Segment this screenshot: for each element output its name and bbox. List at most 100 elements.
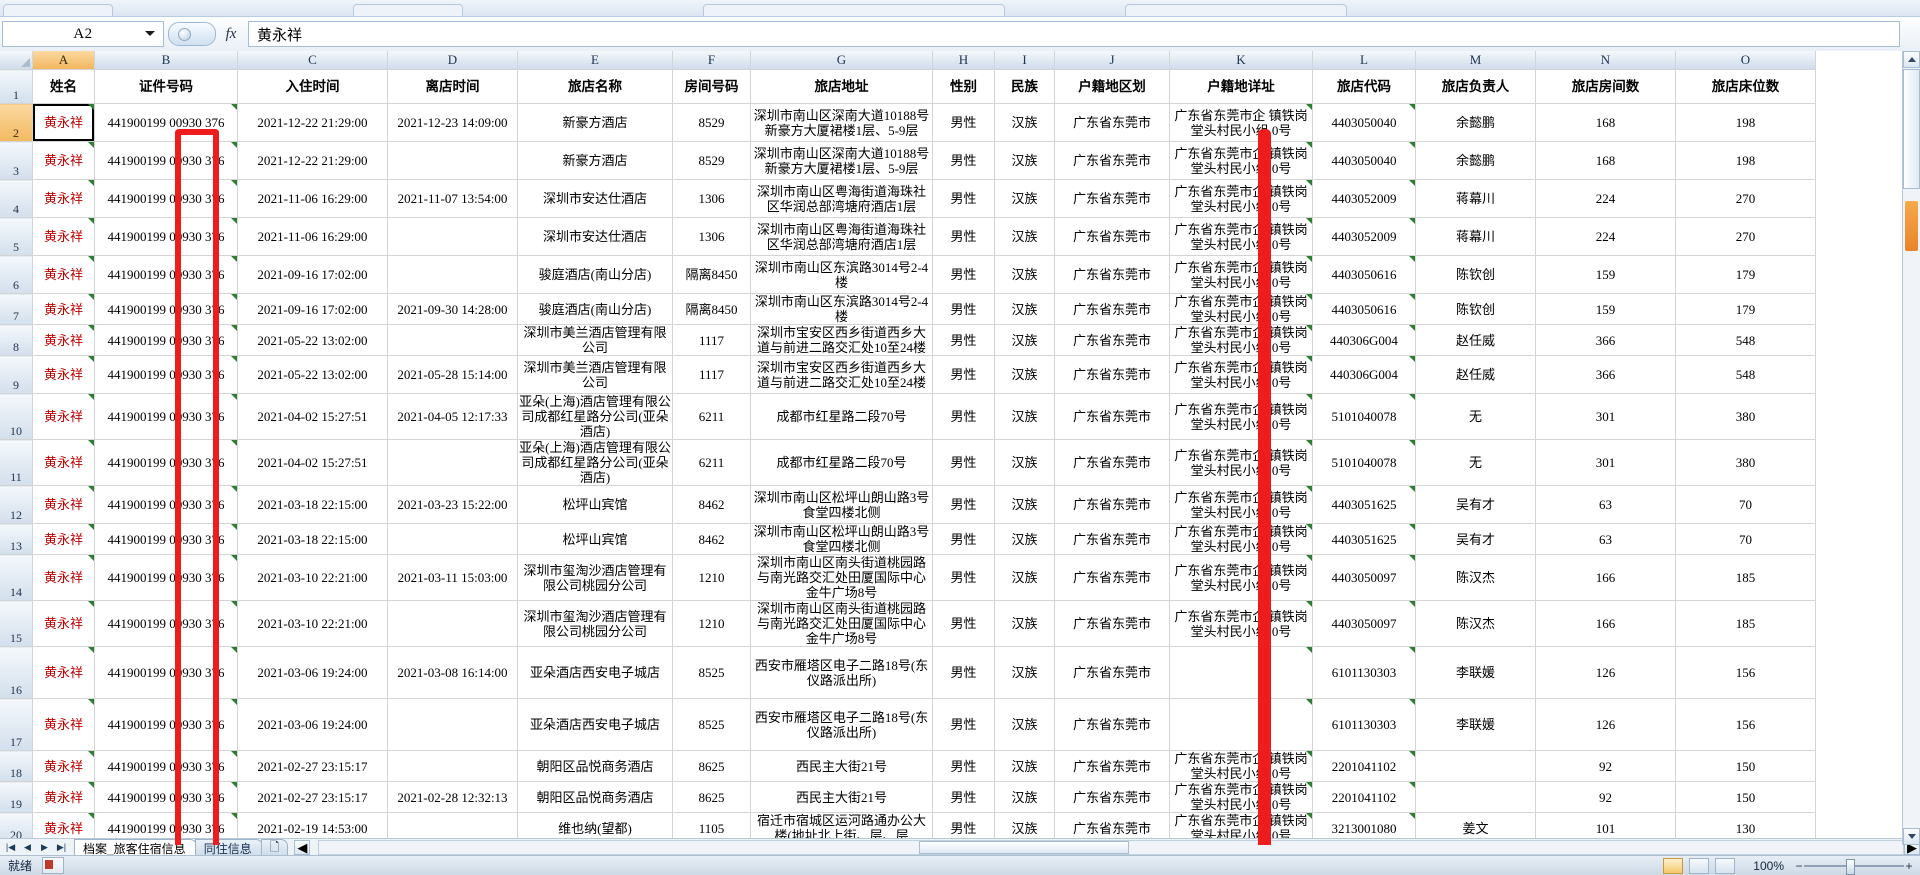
- cell-G11[interactable]: 成都市红星路二段70号: [750, 439, 933, 486]
- cell-H9[interactable]: 男性: [932, 355, 995, 394]
- cell-M17[interactable]: 李联媛: [1415, 698, 1536, 751]
- column-header-F[interactable]: F: [672, 51, 751, 70]
- cell-I4[interactable]: 汉族: [994, 179, 1055, 218]
- cell-J4[interactable]: 广东省东莞市: [1054, 179, 1170, 218]
- vertical-scrollbar[interactable]: [1902, 51, 1920, 845]
- ribbon-tab-stub-4[interactable]: [1125, 4, 1347, 16]
- row-header-9[interactable]: 9: [0, 355, 33, 394]
- row-header-2[interactable]: 2: [0, 103, 33, 142]
- cell-N9[interactable]: 366: [1535, 355, 1676, 394]
- header-cell-G[interactable]: 旅店地址: [750, 69, 933, 104]
- cell-B2[interactable]: 441900199 00930 376: [94, 103, 238, 142]
- cell-D15[interactable]: [387, 600, 518, 647]
- cell-L18[interactable]: 2201041102: [1312, 750, 1416, 782]
- cell-E14[interactable]: 深圳市玺淘沙酒店管理有限公司桃园分公司: [517, 554, 673, 601]
- row-header-15[interactable]: 15: [0, 600, 33, 647]
- cell-C8[interactable]: 2021-05-22 13:02:00: [237, 324, 388, 356]
- cell-K17[interactable]: [1169, 698, 1313, 751]
- header-cell-A[interactable]: 姓名: [32, 69, 95, 104]
- select-all-corner[interactable]: [0, 51, 33, 70]
- cell-J16[interactable]: 广东省东莞市: [1054, 646, 1170, 699]
- cell-F19[interactable]: 8625: [672, 781, 751, 813]
- cell-J19[interactable]: 广东省东莞市: [1054, 781, 1170, 813]
- table-row[interactable]: 12 黄永祥 441900199 00930 376 2021-03-18 22:15…: [0, 485, 1816, 524]
- cell-G6[interactable]: 深圳市南山区东滨路3014号2-4楼: [750, 255, 933, 294]
- vertical-scroll-thumb[interactable]: [1903, 69, 1920, 189]
- sheet-nav-buttons[interactable]: |◀ ◀ ▶ ▶|: [2, 840, 70, 855]
- zoom-knob[interactable]: [1846, 858, 1855, 875]
- cell-J14[interactable]: 广东省东莞市: [1054, 554, 1170, 601]
- cell-I2[interactable]: 汉族: [994, 103, 1055, 142]
- cell-L2[interactable]: 4403050040: [1312, 103, 1416, 142]
- row-header-1[interactable]: 1: [0, 69, 33, 104]
- cell-K14[interactable]: 广东省东莞市企 镇铁岗堂头村民小组 0号: [1169, 554, 1313, 601]
- cell-L5[interactable]: 4403052009: [1312, 217, 1416, 256]
- header-cell-B[interactable]: 证件号码: [94, 69, 238, 104]
- header-cell-M[interactable]: 旅店负责人: [1415, 69, 1536, 104]
- cell-A6[interactable]: 黄永祥: [32, 255, 95, 294]
- cell-I10[interactable]: 汉族: [994, 393, 1055, 440]
- cell-K4[interactable]: 广东省东莞市企 镇铁岗堂头村民小组 0号: [1169, 179, 1313, 218]
- cell-L8[interactable]: 440306G004: [1312, 324, 1416, 356]
- cell-O2[interactable]: 198: [1675, 103, 1816, 142]
- cell-H7[interactable]: 男性: [932, 293, 995, 325]
- cell-K11[interactable]: 广东省东莞市企 镇铁岗堂头村民小组 0号: [1169, 439, 1313, 486]
- column-header-D[interactable]: D: [387, 51, 518, 70]
- table-row[interactable]: 6 黄永祥 441900199 00930 376 2021-09-16 17:02:…: [0, 255, 1816, 294]
- cell-M11[interactable]: 无: [1415, 439, 1536, 486]
- cell-C19[interactable]: 2021-02-27 23:15:17: [237, 781, 388, 813]
- cell-B18[interactable]: 441900199 00930 376: [94, 750, 238, 782]
- cell-N2[interactable]: 168: [1535, 103, 1676, 142]
- cell-C15[interactable]: 2021-03-10 22:21:00: [237, 600, 388, 647]
- cell-I9[interactable]: 汉族: [994, 355, 1055, 394]
- cell-N17[interactable]: 126: [1535, 698, 1676, 751]
- cell-H2[interactable]: 男性: [932, 103, 995, 142]
- cell-D8[interactable]: [387, 324, 518, 356]
- cell-A11[interactable]: 黄永祥: [32, 439, 95, 486]
- cell-D5[interactable]: [387, 217, 518, 256]
- cell-H18[interactable]: 男性: [932, 750, 995, 782]
- row-header-6[interactable]: 6: [0, 255, 33, 294]
- cell-F15[interactable]: 1210: [672, 600, 751, 647]
- cell-D16[interactable]: 2021-03-08 16:14:00: [387, 646, 518, 699]
- header-cell-F[interactable]: 房间号码: [672, 69, 751, 104]
- cell-N19[interactable]: 92: [1535, 781, 1676, 813]
- cell-J5[interactable]: 广东省东莞市: [1054, 217, 1170, 256]
- cell-N11[interactable]: 301: [1535, 439, 1676, 486]
- cell-J8[interactable]: 广东省东莞市: [1054, 324, 1170, 356]
- cell-J3[interactable]: 广东省东莞市: [1054, 141, 1170, 180]
- cell-B8[interactable]: 441900199 00930 376: [94, 324, 238, 356]
- cell-K5[interactable]: 广东省东莞市企 镇铁岗堂头村民小组 0号: [1169, 217, 1313, 256]
- cell-F18[interactable]: 8625: [672, 750, 751, 782]
- cell-A5[interactable]: 黄永祥: [32, 217, 95, 256]
- table-row[interactable]: 2 黄永祥 441900199 00930 376 2021-12-22 21:29:…: [0, 103, 1816, 142]
- cell-E8[interactable]: 深圳市美兰酒店管理有限公司: [517, 324, 673, 356]
- next-sheet-icon[interactable]: ▶: [41, 842, 48, 852]
- column-header-N[interactable]: N: [1535, 51, 1676, 70]
- cell-B7[interactable]: 441900199 00930 376: [94, 293, 238, 325]
- table-row[interactable]: 10 黄永祥 441900199 00930 376 2021-04-02 15:27…: [0, 393, 1816, 440]
- cell-C13[interactable]: 2021-03-18 22:15:00: [237, 523, 388, 555]
- cell-O10[interactable]: 380: [1675, 393, 1816, 440]
- cell-J7[interactable]: 广东省东莞市: [1054, 293, 1170, 325]
- cell-F5[interactable]: 1306: [672, 217, 751, 256]
- row-header-17[interactable]: 17: [0, 698, 33, 751]
- column-header-A[interactable]: A: [32, 51, 95, 70]
- cell-J10[interactable]: 广东省东莞市: [1054, 393, 1170, 440]
- cell-A14[interactable]: 黄永祥: [32, 554, 95, 601]
- cell-B4[interactable]: 441900199 00930 376: [94, 179, 238, 218]
- column-header-I[interactable]: I: [994, 51, 1055, 70]
- cell-E10[interactable]: 亚朵(上海)酒店管理有限公司成都红星路分公司(亚朵酒店): [517, 393, 673, 440]
- cell-D19[interactable]: 2021-02-28 12:32:13: [387, 781, 518, 813]
- header-cell-E[interactable]: 旅店名称: [517, 69, 673, 104]
- cell-A10[interactable]: 黄永祥: [32, 393, 95, 440]
- cell-J6[interactable]: 广东省东莞市: [1054, 255, 1170, 294]
- cell-K3[interactable]: 广东省东莞市企 镇铁岗堂头村民小组 0号: [1169, 141, 1313, 180]
- cell-I19[interactable]: 汉族: [994, 781, 1055, 813]
- cell-J18[interactable]: 广东省东莞市: [1054, 750, 1170, 782]
- cell-F17[interactable]: 8525: [672, 698, 751, 751]
- row-header-12[interactable]: 12: [0, 485, 33, 524]
- table-row[interactable]: 16 黄永祥 441900199 00930 376 2021-03-06 19:24…: [0, 646, 1816, 699]
- cell-K16[interactable]: [1169, 646, 1313, 699]
- cell-M19[interactable]: [1415, 781, 1536, 813]
